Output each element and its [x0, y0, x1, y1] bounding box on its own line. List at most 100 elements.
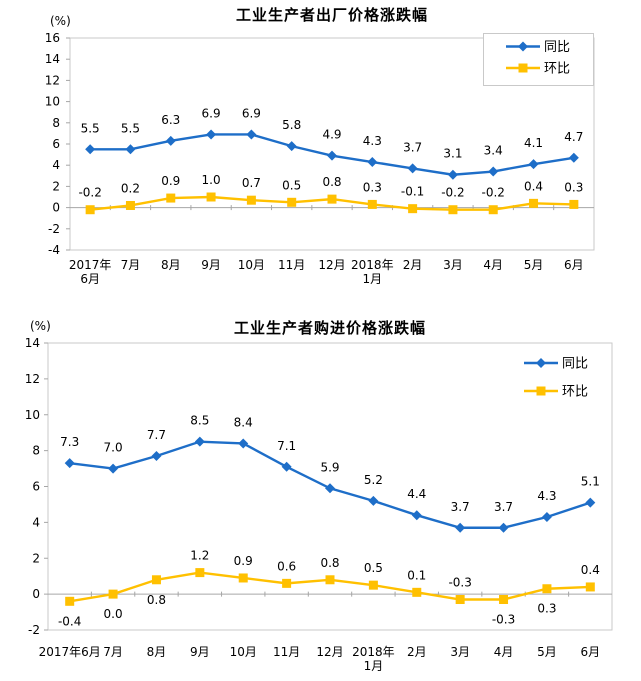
x-axis-label: 7月	[103, 645, 123, 659]
yoy-data-label: 8.5	[190, 414, 209, 428]
yoy-marker-diamond	[488, 166, 499, 177]
mom-marker-square	[282, 578, 292, 588]
x-axis-label: 6月	[80, 272, 100, 286]
mom-marker-square	[499, 595, 509, 605]
yoy-marker-diamond	[194, 436, 205, 447]
mom-data-label: 0.5	[282, 178, 301, 192]
yoy-data-label: 5.2	[364, 473, 383, 487]
yoy-marker-diamond	[325, 483, 335, 494]
chart-title-purchase-price: 工业生产者购进价格涨跌幅	[233, 319, 426, 337]
y-axis-label: 6	[52, 137, 60, 151]
yoy-data-label: 4.9	[322, 128, 341, 142]
mom-data-label: 0.1	[407, 568, 426, 582]
yoy-data-label: 3.7	[451, 500, 470, 514]
yoy-marker-diamond	[281, 461, 292, 472]
mom-data-label: -0.4	[58, 614, 81, 628]
yoy-marker-diamond	[367, 157, 378, 168]
yoy-data-label: 6.9	[242, 106, 261, 120]
unit-label-bottom-chart: (%)	[30, 319, 51, 333]
mom-data-label: 1.0	[202, 173, 221, 187]
mom-marker-square	[569, 199, 579, 209]
x-axis-label: 1月	[364, 659, 384, 673]
yoy-marker-diamond	[238, 438, 249, 449]
y-axis-label: 2	[32, 551, 40, 565]
x-axis-label: 8月	[161, 258, 181, 272]
yoy-marker-diamond	[286, 141, 297, 152]
mom-marker-square	[455, 595, 465, 605]
y-axis-label: 2	[52, 179, 60, 193]
mom-data-label: 0.8	[147, 593, 166, 607]
mom-data-label: 0.2	[121, 181, 140, 195]
y-axis-label: -4	[48, 243, 60, 257]
mom-marker-square	[325, 575, 335, 585]
y-axis-label: 4	[52, 158, 60, 172]
mom-data-label: -0.1	[401, 185, 424, 199]
mom-data-label: 0.3	[363, 180, 382, 194]
x-axis-label: 4月	[494, 645, 514, 659]
yoy-data-label: 8.4	[234, 415, 253, 429]
x-axis-label: 2017年6月	[39, 645, 101, 659]
x-axis-label: 11月	[278, 258, 305, 272]
x-axis-label: 10月	[230, 645, 257, 659]
mom-marker-square	[412, 587, 422, 597]
x-axis-label: 12月	[318, 258, 345, 272]
yoy-marker-diamond	[85, 144, 96, 155]
mom-data-label: 0.4	[524, 179, 543, 193]
mom-data-label: 0.0	[104, 607, 123, 621]
mom-data-label: 0.6	[277, 559, 296, 573]
mom-marker-square	[542, 584, 552, 594]
yoy-data-label: 5.1	[581, 475, 600, 489]
yoy-marker-diamond	[125, 144, 136, 155]
yoy-marker-diamond	[165, 135, 176, 146]
mom-data-label: -0.2	[78, 186, 101, 200]
y-axis-label: 14	[25, 336, 40, 350]
yoy-marker-diamond	[206, 129, 217, 140]
x-axis-label: 3月	[450, 645, 470, 659]
mom-data-label: 0.4	[581, 563, 600, 577]
mom-marker-square	[195, 568, 205, 578]
yoy-marker-diamond	[585, 497, 596, 508]
y-axis-label: 8	[32, 444, 40, 458]
mom-marker-square	[327, 194, 337, 204]
unit-label-top-chart: (%)	[50, 14, 71, 28]
mom-marker-square	[65, 596, 75, 606]
mom-marker-square	[166, 193, 176, 203]
mom-data-label: 0.5	[364, 561, 383, 575]
y-axis-label: 14	[45, 52, 60, 66]
mom-marker-square	[108, 589, 118, 599]
x-axis-label: 2017年	[69, 258, 112, 272]
mom-marker-square	[238, 573, 248, 583]
mom-data-label: 1.2	[190, 549, 209, 563]
yoy-data-label: 5.5	[81, 121, 100, 135]
yoy-marker-diamond	[447, 169, 458, 180]
y-axis-label: 16	[45, 31, 60, 45]
yoy-data-label: 3.4	[484, 144, 503, 158]
mom-marker-square	[448, 205, 458, 215]
yoy-data-label: 4.1	[524, 136, 543, 150]
y-axis-label: 0	[52, 201, 60, 215]
mom-marker-square	[151, 575, 161, 585]
mom-data-label: 0.9	[234, 554, 253, 568]
mom-data-label: 0.7	[242, 176, 261, 190]
legend-label-yoy: 同比	[544, 40, 570, 55]
x-axis-label: 5月	[537, 645, 557, 659]
yoy-marker-diamond	[108, 463, 119, 474]
yoy-marker-diamond	[64, 458, 75, 469]
yoy-data-label: 4.7	[564, 130, 583, 144]
mom-marker-square	[246, 195, 256, 205]
mom-data-label: -0.3	[448, 576, 471, 590]
y-axis-label: 4	[32, 515, 40, 529]
yoy-marker-diamond	[498, 522, 509, 533]
yoy-marker-diamond	[246, 129, 257, 140]
mom-marker-square	[368, 580, 378, 590]
x-axis-label: 9月	[190, 645, 210, 659]
x-axis-label: 6月	[564, 258, 584, 272]
mom-data-label: 0.3	[537, 602, 556, 616]
x-axis-label: 5月	[524, 258, 544, 272]
x-axis-label: 2018年	[352, 645, 395, 659]
yoy-marker-diamond	[368, 495, 379, 506]
yoy-data-label: 7.1	[277, 439, 296, 453]
mom-data-label: 0.3	[564, 180, 583, 194]
